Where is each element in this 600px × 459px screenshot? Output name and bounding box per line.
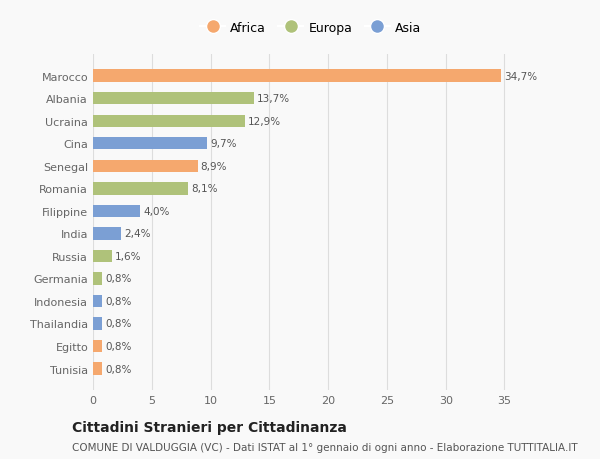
Bar (93, 70, 501, 83)
Text: 13,7%: 13,7% (257, 94, 290, 104)
Text: 34,7%: 34,7% (504, 72, 537, 82)
Text: 2,4%: 2,4% (124, 229, 151, 239)
Text: Cittadini Stranieri per Cittadinanza: Cittadini Stranieri per Cittadinanza (72, 420, 347, 434)
Bar (93, 228, 121, 240)
Text: 4,0%: 4,0% (143, 207, 169, 216)
Text: 0,8%: 0,8% (106, 341, 132, 351)
Text: COMUNE DI VALDUGGIA (VC) - Dati ISTAT al 1° gennaio di ogni anno - Elaborazione : COMUNE DI VALDUGGIA (VC) - Dati ISTAT al… (72, 442, 578, 452)
Text: 0,8%: 0,8% (106, 274, 132, 284)
Bar (93, 363, 103, 375)
Text: 8,9%: 8,9% (200, 162, 227, 171)
Text: 1,6%: 1,6% (115, 252, 141, 261)
Text: 0,8%: 0,8% (106, 364, 132, 374)
Bar (93, 205, 140, 218)
Bar (93, 318, 103, 330)
Bar (93, 93, 254, 105)
Bar (93, 273, 103, 285)
Bar (93, 160, 197, 173)
Text: 0,8%: 0,8% (106, 297, 132, 306)
Text: 9,7%: 9,7% (210, 139, 236, 149)
Bar (93, 183, 188, 195)
Bar (93, 295, 103, 308)
Bar (93, 115, 245, 128)
Bar (93, 340, 103, 353)
Legend: Africa, Europa, Asia: Africa, Europa, Asia (196, 18, 425, 38)
Bar (93, 250, 112, 263)
Text: 0,8%: 0,8% (106, 319, 132, 329)
Text: 12,9%: 12,9% (248, 117, 281, 126)
Bar (93, 138, 207, 150)
Text: 8,1%: 8,1% (191, 184, 218, 194)
